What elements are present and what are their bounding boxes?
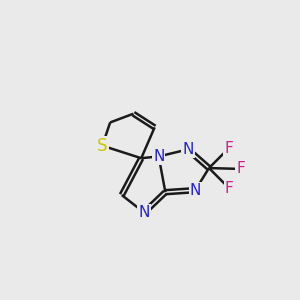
Text: F: F [224, 141, 233, 156]
Text: N: N [139, 205, 150, 220]
Text: N: N [182, 142, 194, 157]
Text: S: S [97, 137, 108, 155]
Text: F: F [237, 161, 245, 176]
Text: N: N [153, 149, 164, 164]
Text: F: F [225, 181, 234, 196]
Text: N: N [190, 183, 201, 198]
